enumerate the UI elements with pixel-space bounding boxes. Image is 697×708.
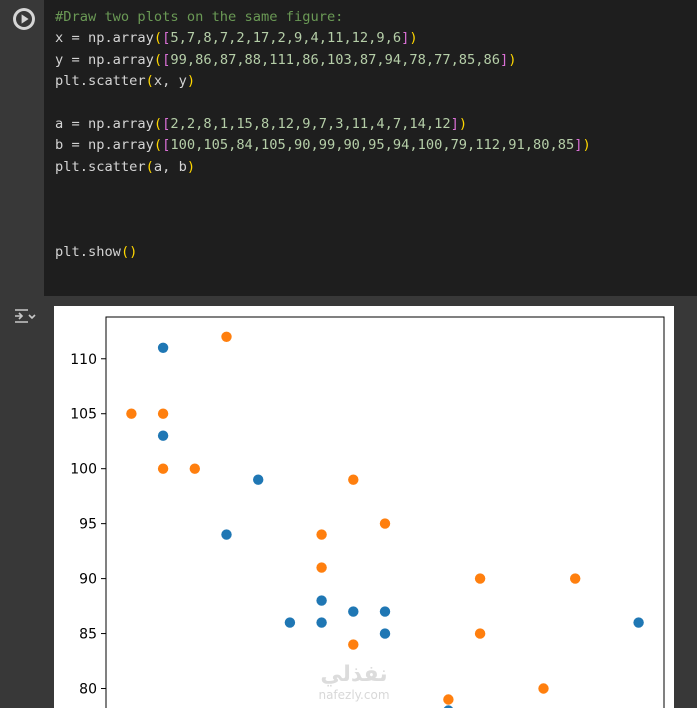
code-token: [ [162,51,171,68]
scatter-point [348,606,359,617]
code-token: b = np.array [55,137,154,154]
scatter-point [379,518,391,529]
scatter-point [570,573,581,584]
watermark: نفذلي nafezly.com [294,662,414,702]
scatter-point [189,463,200,474]
scatter-point [157,463,169,474]
code-token: ) [409,30,418,47]
code-token: 100,105,84,105,90,99,90,95,94,100,79,112… [170,137,575,154]
code-token: ) [458,115,468,132]
plot-image: 80 85 90 95 100 105 110 نفذلي nafezly.com [54,306,674,708]
code-token: y = np.array [55,51,154,68]
scatter-point [221,529,232,540]
code-token: 5,7,8,7,2,17,2,9,4,11,12,9,6 [170,30,402,47]
code-token: x = np.array [55,30,154,47]
code-line[interactable] [55,93,591,114]
scatter-point [474,628,486,639]
code-token: ) [508,51,517,68]
scatter-point [284,617,296,628]
code-line[interactable]: plt.show() [55,242,591,263]
scatter-point [443,705,453,708]
scatter-point [157,342,169,353]
code-line[interactable]: plt.scatter(x, y) [55,71,591,92]
code-token: ( [153,30,163,47]
scatter-point [126,408,137,419]
code-token: [ [162,30,171,47]
code-line[interactable]: #Draw two plots on the same figure: [55,7,591,28]
code-token: [ [162,137,171,154]
code-line[interactable]: a = np.array([2,2,8,1,15,8,12,9,7,3,11,4… [55,114,591,135]
scatter-point [474,573,486,584]
code-text[interactable]: #Draw two plots on the same figure: x = n… [55,7,591,264]
scatter-point [379,606,391,617]
scatter-point [157,408,169,419]
code-editor[interactable]: #Draw two plots on the same figure: x = n… [44,0,697,296]
code-token: plt.scatter [55,158,146,175]
code-token: ] [401,30,410,47]
code-line[interactable]: x = np.array([5,7,8,7,2,17,2,9,4,11,12,9… [55,28,591,49]
y-tick-label: 95 [79,517,97,533]
code-line[interactable] [55,178,591,199]
code-token: ( [145,73,154,90]
y-tick-label: 80 [79,682,97,698]
code-line[interactable] [55,221,591,242]
scatter-point [221,331,232,342]
scatter-point [316,562,327,573]
output-toggle-icon[interactable] [14,307,36,329]
scatter-point [157,430,169,441]
scatter-point [253,474,264,485]
y-tick-label: 100 [70,462,97,478]
code-token: ] [574,137,583,154]
code-token: [ [162,115,171,132]
scatter-point [348,474,359,485]
series-0 [157,342,644,708]
play-icon [13,8,35,30]
code-token: 99,86,87,88,111,86,103,87,94,78,77,85,86 [170,51,501,68]
scatter-point [379,628,391,639]
code-token: plt.show [55,244,121,261]
code-token: ) [186,158,196,175]
scatter-point [633,617,644,628]
code-token: ( [145,158,154,175]
run-cell-button[interactable] [13,8,35,30]
y-tick-label: 105 [70,407,97,423]
code-token: plt.scatter [55,73,146,90]
code-token: ) [582,137,591,154]
code-line[interactable] [55,200,591,221]
code-line[interactable]: y = np.array([99,86,87,88,111,86,103,87,… [55,50,591,71]
scatter-point [538,683,549,694]
code-line[interactable]: b = np.array([100,105,84,105,90,99,90,95… [55,135,591,156]
y-tick-label: 90 [79,572,97,588]
code-token: ( [153,51,163,68]
code-token: () [120,244,138,261]
code-token: ] [500,51,509,68]
code-token: a = np.array [55,115,154,132]
code-token: ( [153,137,163,154]
series-1 [126,331,581,705]
scatter-point [348,639,359,650]
scatter-chart: 80 85 90 95 100 105 110 [70,316,665,708]
scatter-point [443,694,454,705]
code-token: 2,2,8,1,15,8,12,9,7,3,11,4,7,14,12 [170,115,451,132]
scatter-point [316,529,327,540]
axes-frame [105,316,665,708]
code-cell[interactable]: #Draw two plots on the same figure: x = n… [0,0,697,296]
watermark-arabic: نفذلي [320,662,388,687]
code-token: ] [450,115,459,132]
y-tick-label: 85 [79,627,97,643]
output-area: 80 85 90 95 100 105 110 نفذلي nafezly.com [0,296,697,708]
code-token: ( [153,115,163,132]
code-token: x, y [153,73,187,90]
scatter-point [316,617,327,628]
y-tick-label: 110 [70,352,97,368]
code-token: #Draw two plots on the same figure: [55,9,344,25]
scatter-point [316,595,327,606]
code-line[interactable]: plt.scatter(a, b) [55,157,591,178]
code-token: a, b [153,158,187,175]
code-token: ) [186,73,196,90]
watermark-latin: nafezly.com [318,688,390,702]
